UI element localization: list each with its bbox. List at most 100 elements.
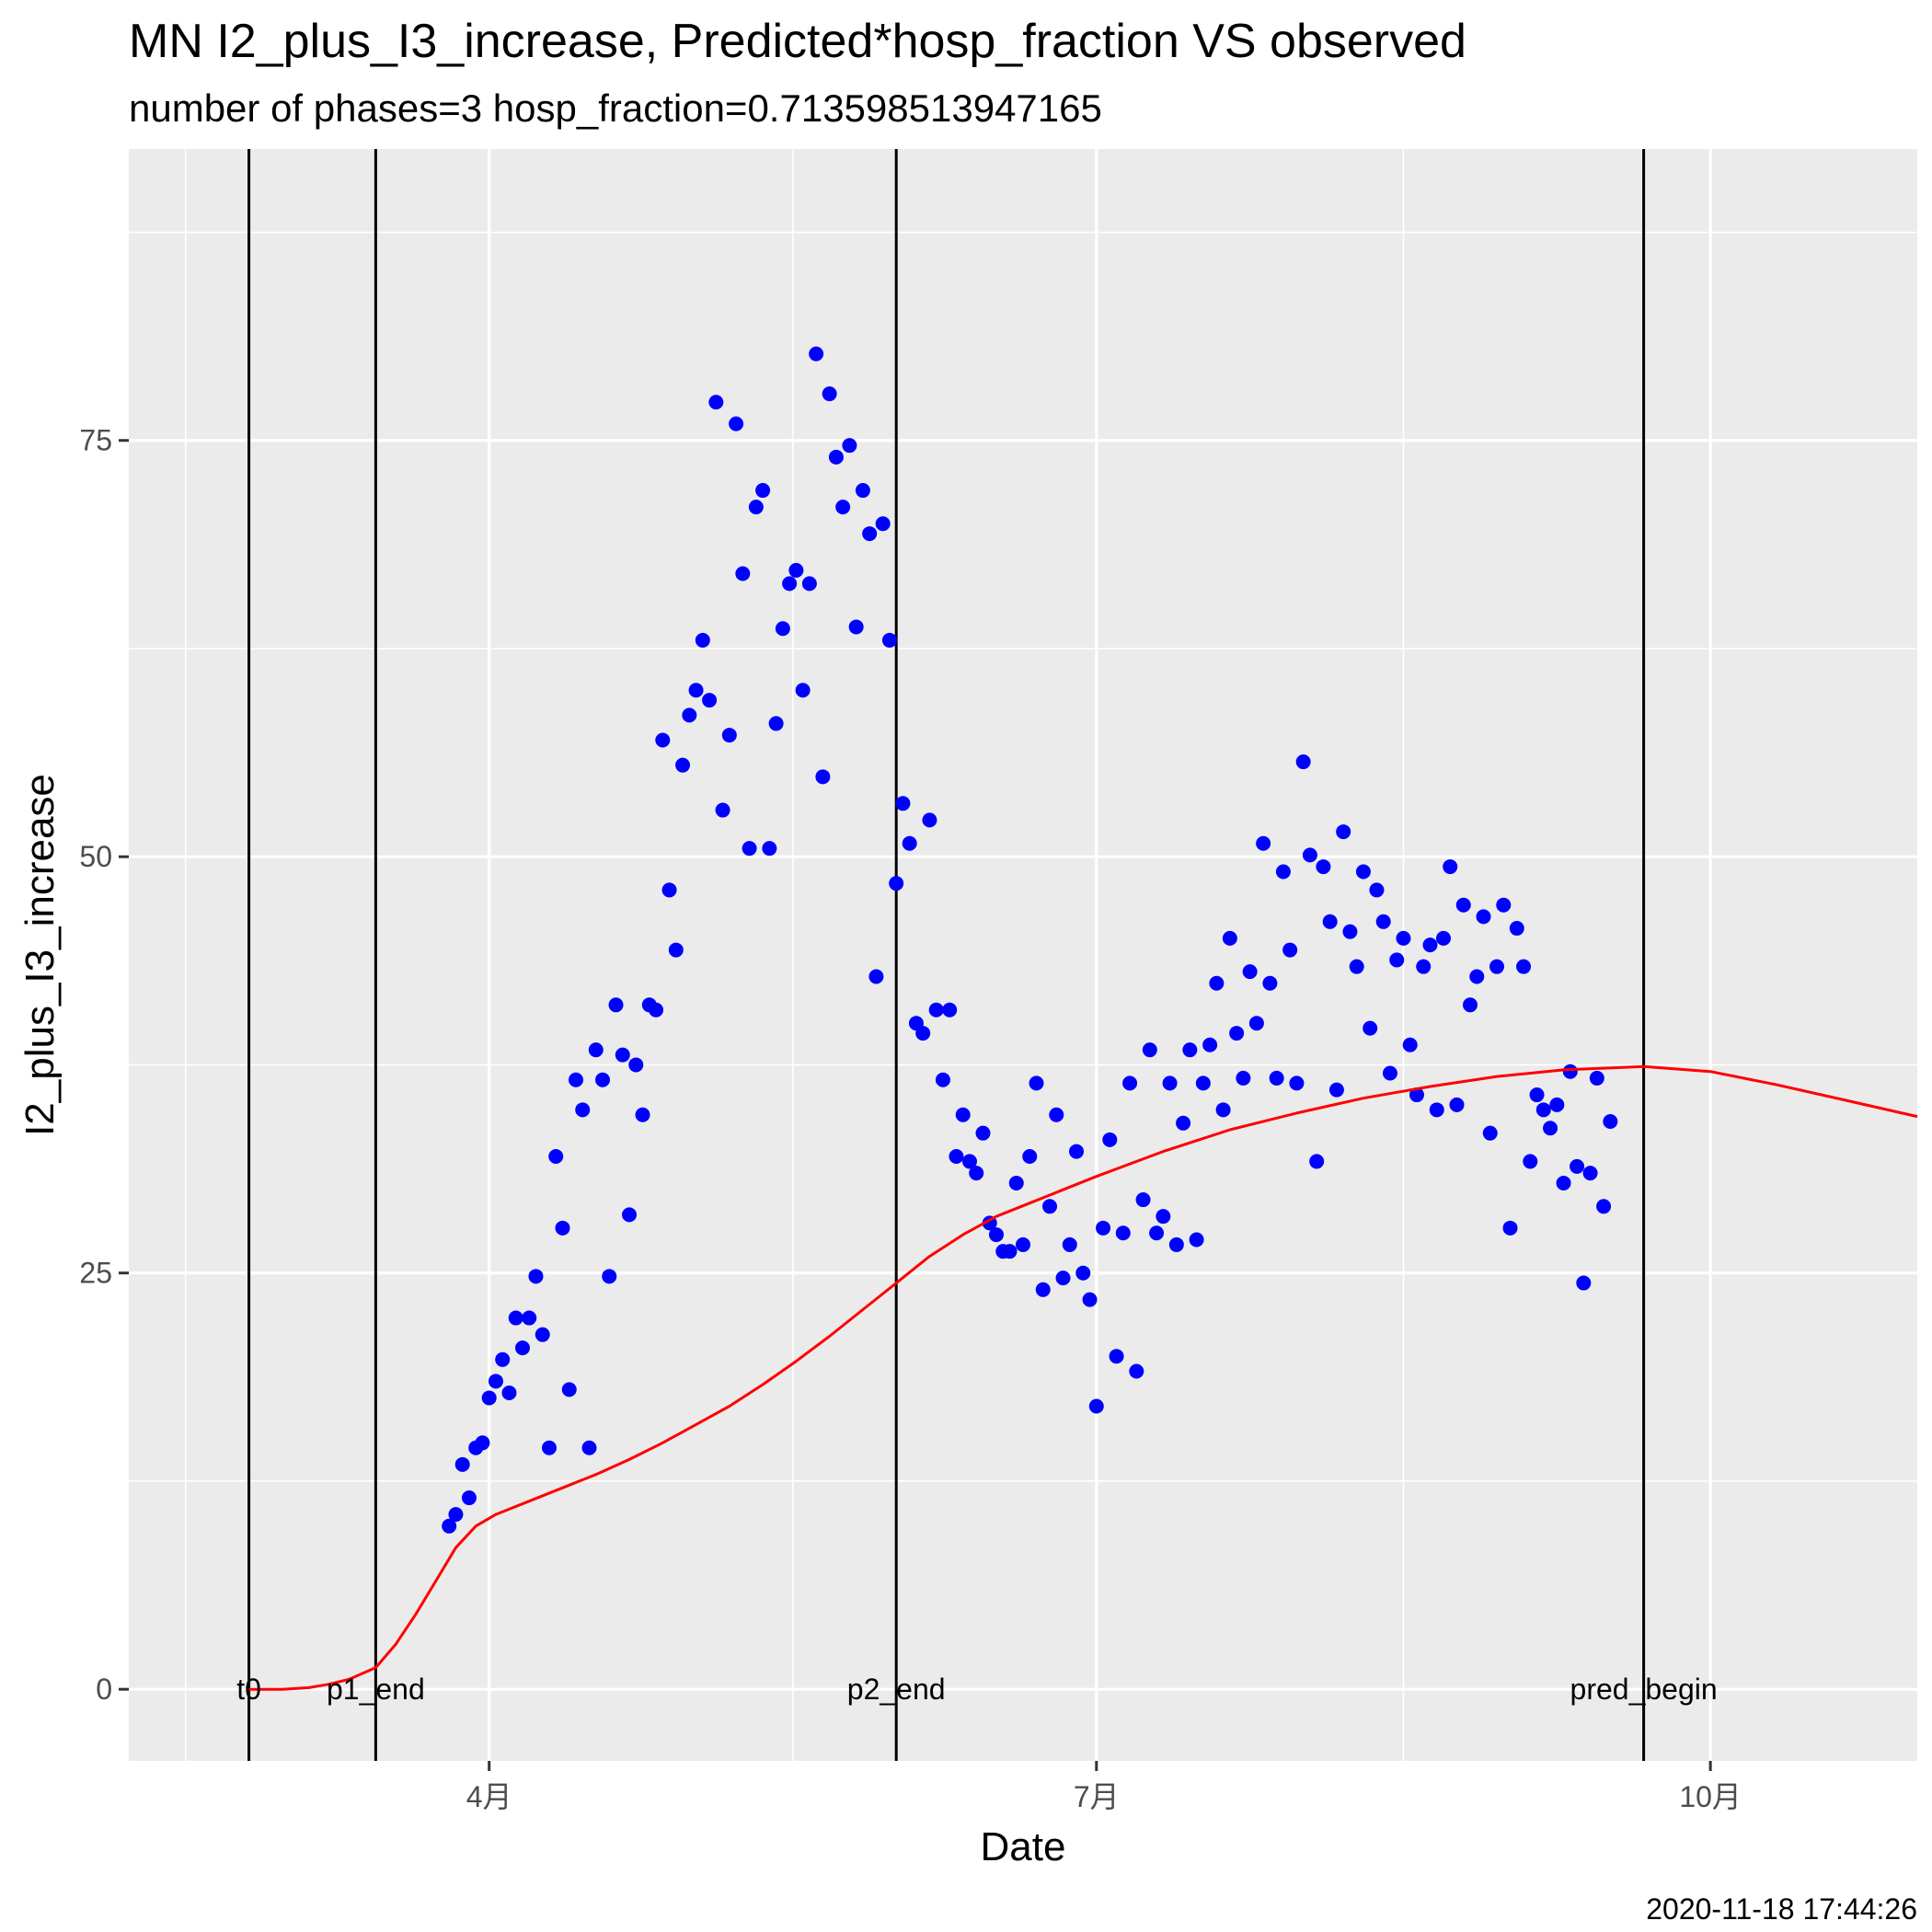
timestamp-caption: 2020-11-18 17:44:26 [1646,1892,1917,1926]
observed-point [715,802,730,818]
observed-point [835,500,851,515]
observed-point [1570,1158,1585,1174]
observed-point [1496,897,1512,913]
observed-point [1242,964,1258,980]
phase-label-p1-end: p1_end [327,1673,425,1706]
observed-point [1429,1102,1444,1118]
observed-point [1229,1026,1245,1041]
observed-point [949,1149,964,1164]
observed-point [1549,1097,1565,1112]
observed-point [508,1310,523,1326]
observed-point [1316,859,1331,875]
observed-point [855,483,870,499]
observed-point [1182,1042,1198,1058]
phase-label-pred-begin: pred_begin [1570,1673,1718,1706]
observed-point [1289,1075,1305,1091]
observed-point [1115,1225,1131,1241]
observed-point [1016,1236,1030,1252]
observed-point [481,1390,497,1406]
observed-point [555,1220,570,1236]
observed-point [575,1102,591,1118]
y-tick-label: 50 [79,840,112,873]
observed-point [1049,1107,1064,1122]
observed-point [461,1490,477,1506]
observed-point [1435,930,1451,946]
observed-point [1122,1075,1138,1091]
plot-panel [129,149,1917,1761]
observed-point [475,1435,490,1451]
grid-lines [129,149,1917,1761]
observed-points [442,346,1618,1534]
observed-point [721,728,737,743]
observed-point [1449,1097,1465,1112]
observed-point [1035,1282,1051,1297]
observed-point [588,1042,604,1058]
observed-point [628,1057,644,1073]
observed-point [1222,930,1237,946]
observed-point [1363,1020,1378,1036]
x-tick-label: 7月 [1074,1780,1120,1813]
observed-point [695,632,710,648]
observed-point [1596,1199,1612,1214]
observed-point [848,619,864,635]
observed-point [548,1149,564,1164]
observed-point [661,882,677,898]
observed-point [1149,1225,1165,1241]
observed-point [1582,1166,1598,1181]
observed-point [1455,897,1471,913]
observed-point [902,835,917,851]
observed-point [1295,754,1311,770]
observed-point [1328,1082,1344,1098]
y-axis: 0 25 50 75 [79,424,129,1706]
observed-point [688,683,704,698]
observed-point [1482,1125,1498,1141]
observed-point [1062,1236,1077,1252]
observed-point [1336,824,1351,840]
observed-point [1382,1065,1397,1081]
observed-point [1302,847,1317,863]
phase-labels: t0 p1_end p2_end pred_begin [236,1673,1717,1706]
observed-point [1502,1220,1518,1236]
observed-point [561,1382,577,1397]
observed-point [1055,1271,1071,1286]
observed-point [1088,1398,1104,1414]
observed-point [649,1002,664,1018]
observed-point [595,1072,611,1087]
observed-point [1142,1042,1157,1058]
observed-point [1603,1113,1618,1129]
observed-point [1129,1363,1144,1379]
observed-point [895,796,911,811]
observed-point [702,693,718,708]
observed-point [1022,1149,1038,1164]
observed-point [581,1440,597,1455]
observed-point [522,1310,537,1326]
observed-point [1162,1075,1178,1091]
observed-point [935,1072,950,1087]
observed-point [822,386,837,402]
observed-point [1082,1292,1098,1307]
observed-point [1543,1121,1558,1136]
observed-point [602,1269,617,1284]
observed-point [1469,969,1485,984]
observed-point [528,1269,544,1284]
observed-point [942,1002,958,1018]
observed-point [801,576,817,592]
observed-point [1422,937,1438,953]
observed-point [1002,1244,1018,1259]
observed-point [868,969,884,984]
observed-point [755,483,771,499]
observed-point [708,395,724,410]
observed-point [955,1107,971,1122]
observed-point [1069,1144,1085,1159]
observed-point [668,942,684,958]
observed-point [889,876,904,891]
observed-point [1562,1064,1578,1079]
observed-point [1402,1037,1418,1052]
observed-point [1262,975,1278,991]
observed-point [501,1386,517,1401]
observed-point [729,416,744,431]
chart-subtitle: number of phases=3 hosp_fraction=0.71359… [129,86,1102,130]
observed-point [1556,1175,1571,1190]
observed-point [1109,1349,1124,1364]
